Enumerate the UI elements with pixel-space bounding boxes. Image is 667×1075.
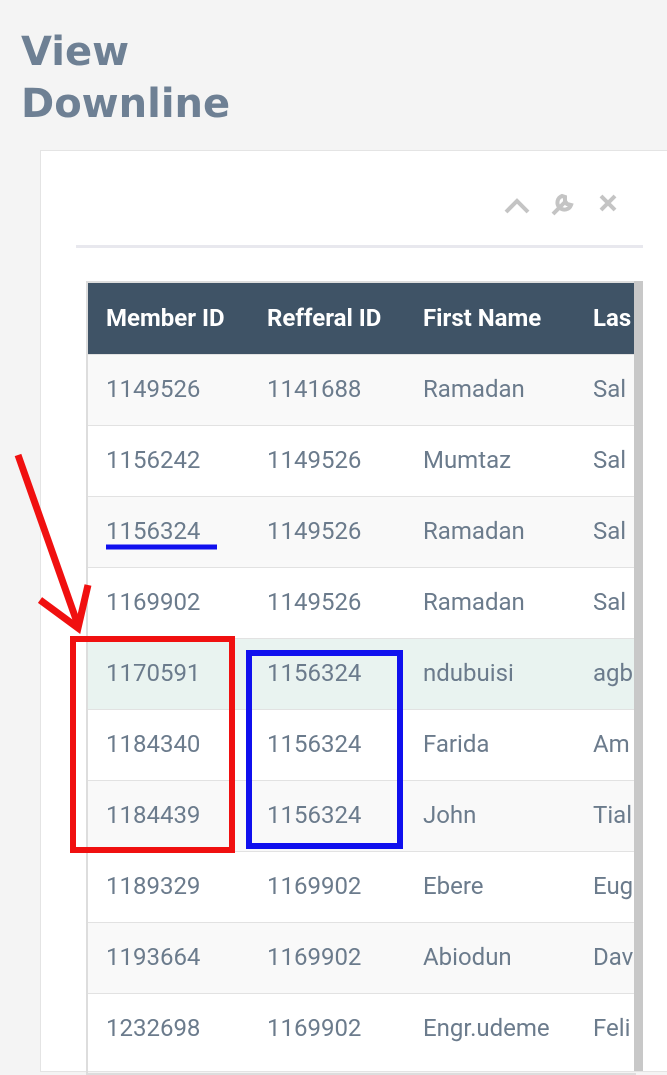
table-cell: 1193664 (106, 943, 201, 971)
table-cell: 1149526 (267, 446, 362, 474)
table-cell: 1169902 (106, 588, 201, 616)
table-cell: 1184340 (106, 730, 201, 758)
table-cell: Feli (593, 1014, 631, 1042)
table-cell: Engr.udeme (423, 1014, 550, 1042)
table-row: 1184439 1156324 John Tial (88, 780, 636, 851)
table-cell: Abiodun (423, 943, 512, 971)
table-row: 1149526 1141688 Ramadan Sal (88, 354, 636, 425)
column-header: Refferal ID (267, 304, 382, 332)
highlight-box (70, 636, 235, 853)
collapse-icon[interactable] (504, 198, 530, 214)
table-cell: Farida (423, 730, 490, 758)
table-row: 1170591 1156324 ndubuisi agb (88, 638, 636, 709)
column-header: Las (593, 304, 632, 332)
table-cell: Sal (593, 517, 627, 545)
arrow (14, 453, 82, 627)
table-cell: Ebere (423, 872, 484, 900)
table-cell: 1189329 (106, 872, 201, 900)
table-cell: 1149526 (267, 517, 362, 545)
table-cell: 1156242 (106, 446, 201, 474)
table-row: 1156324 1149526 Ramadan Sal (88, 496, 636, 567)
table-cell: 1170591 (106, 659, 201, 687)
table-cell: 1156324 (267, 730, 362, 758)
table-cell: Eug (593, 872, 634, 900)
table-cell: 1169902 (267, 1014, 362, 1042)
table-cell: Am (593, 730, 630, 758)
table-row: 1193664 1169902 Abiodun Dav (88, 922, 636, 993)
separator (76, 245, 643, 248)
highlight-box (246, 650, 403, 849)
table-cell: Tial (593, 801, 633, 829)
table-cell: Ramadan (423, 517, 525, 545)
column-header: First Name (423, 304, 542, 332)
table-cell: 1149526 (267, 588, 362, 616)
table-row: 1184340 1156324 Farida Am (88, 709, 636, 780)
table-cell: Sal (593, 375, 627, 403)
table-row: 1232698 1169902 Engr.udeme Feli (88, 993, 636, 1064)
table-cell: Ramadan (423, 588, 525, 616)
column-header: Member ID (106, 304, 225, 332)
table-cell: Mumtaz (423, 446, 512, 474)
table-cell: John (423, 801, 477, 829)
table-row: 1169902 1149526 Ramadan Sal (88, 567, 636, 638)
table-cell: 1156324 (106, 517, 201, 545)
page-title: Downline (21, 81, 231, 127)
table: Member ID Refferal ID First Name Las 114952… (86, 281, 636, 1075)
settings-icon[interactable] (551, 193, 574, 216)
table-header: Member ID Refferal ID First Name Las (88, 283, 636, 354)
table-cell: 1149526 (106, 375, 201, 403)
table-cell: agb (593, 659, 634, 687)
scrollbar[interactable] (634, 281, 643, 1071)
table-row: 1156242 1149526 Mumtaz Sal (88, 425, 636, 496)
table-cell: 1232698 (106, 1014, 201, 1042)
table-cell: Sal (593, 588, 627, 616)
arrow-head (37, 584, 92, 634)
table-cell: 1169902 (267, 943, 362, 971)
table-cell: 1184439 (106, 801, 201, 829)
table-cell: 1156324 (267, 801, 362, 829)
table-cell: Ramadan (423, 375, 525, 403)
table-cell: ndubuisi (423, 659, 514, 687)
page-title: View (21, 29, 130, 75)
table-cell: 1169902 (267, 872, 362, 900)
table-cell: Sal (593, 446, 627, 474)
table-row: 1189329 1169902 Ebere Eug (88, 851, 636, 922)
close-icon[interactable] (599, 194, 617, 212)
table-cell: Dav (593, 943, 634, 971)
table-cell: 1141688 (267, 375, 362, 403)
table-cell: 1156324 (267, 659, 362, 687)
